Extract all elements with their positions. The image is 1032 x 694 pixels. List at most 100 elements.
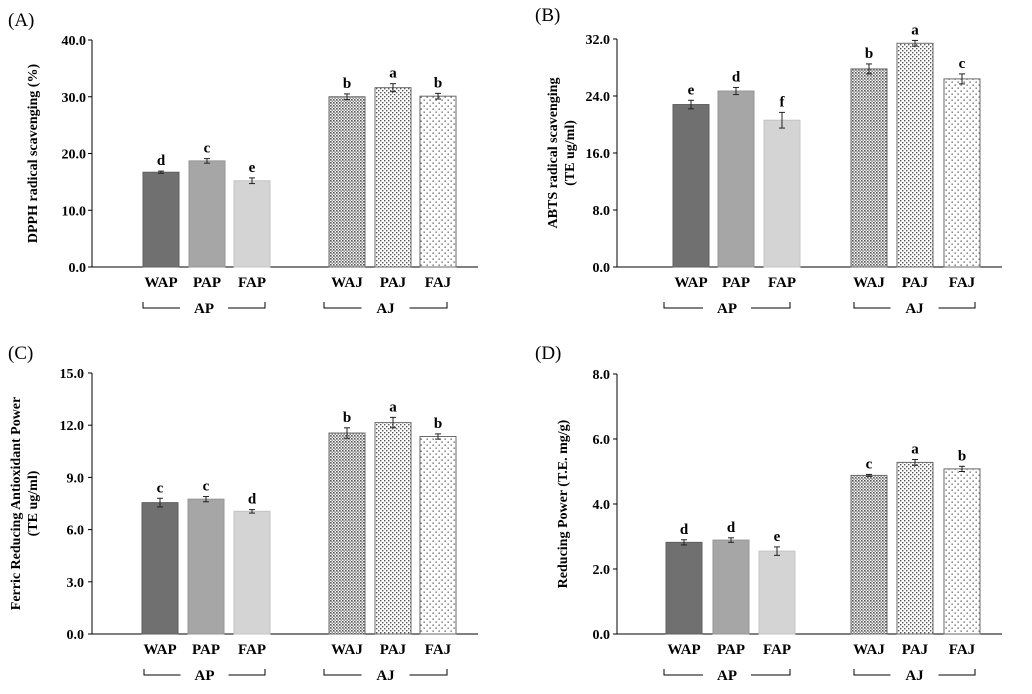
chart-panel: (D) Reducing Power (T.E. mg/g) 0.0 2.0 4.0 6.… [535, 343, 1002, 684]
bar-paj [374, 87, 412, 268]
bar-waj [328, 96, 366, 268]
bar-faj [419, 436, 457, 635]
significance-letter: b [865, 46, 873, 62]
group-bracket [228, 669, 266, 676]
significance-letter: c [204, 141, 211, 157]
category-label: PAJ [380, 275, 407, 291]
category-label: FAP [763, 642, 791, 658]
group-bracket [409, 302, 448, 309]
group-bracket [409, 669, 448, 676]
y-tick-label: 8.0 [593, 368, 611, 383]
category-label: WAJ [853, 275, 885, 291]
category-label: WAP [143, 642, 176, 658]
significance-letter: c [203, 479, 210, 495]
significance-letter: e [249, 160, 256, 176]
significance-letter: d [248, 492, 257, 508]
bar-faj [943, 468, 981, 635]
panel-label: (C) [8, 343, 33, 364]
bar-faj [943, 78, 981, 268]
significance-letter: c [959, 56, 966, 72]
bar-pap [717, 90, 755, 268]
group-bracket [663, 302, 703, 309]
group-label: AP [717, 668, 737, 684]
y-tick-label: 15.0 [60, 367, 85, 382]
y-tick-label: 16.0 [586, 147, 611, 162]
group-bracket [323, 302, 362, 309]
y-tick-label: 0.0 [593, 261, 611, 276]
category-label: FAJ [425, 275, 452, 291]
category-label: FAP [768, 275, 796, 291]
significance-letter: a [389, 399, 397, 415]
bar-pap [712, 539, 750, 635]
category-label: PAP [193, 275, 221, 291]
group-bracket [751, 669, 791, 676]
category-label: PAJ [380, 642, 407, 658]
significance-letter: b [434, 75, 442, 91]
y-tick-label: 24.0 [586, 90, 611, 105]
chart-panel: (B) ABTS radical scavenging (TE ug/ml) 0.0 8… [535, 5, 1002, 317]
y-axis-title-line: ABTS radical scavenging [546, 78, 561, 229]
chart-panel: (C) Ferric Reducing Antioxidant Power (TE … [8, 343, 478, 684]
bar-faj [419, 95, 457, 268]
chart-panel: (A) DPPH radical scavenging (%) 0.0 10.0 20.… [8, 10, 478, 317]
group-label: AJ [905, 301, 924, 317]
bar-waj [850, 474, 888, 635]
y-tick-label: 0.0 [593, 628, 611, 643]
category-label: WAJ [853, 642, 885, 658]
bar-paj [374, 422, 412, 635]
group-label: AJ [376, 301, 395, 317]
y-axis-title-line: Ferric Reducing Antioxidant Power [9, 397, 24, 610]
significance-letter: b [958, 448, 966, 464]
bar-wap [665, 541, 703, 635]
y-tick-label: 6.0 [67, 524, 85, 539]
y-tick-label: 32.0 [586, 33, 611, 48]
significance-letter: d [727, 520, 736, 536]
y-tick-label: 3.0 [67, 576, 85, 591]
panel-label: (D) [535, 343, 561, 364]
y-tick-label: 10.0 [62, 204, 87, 219]
significance-letter: d [157, 153, 166, 169]
significance-letter: d [680, 522, 689, 538]
significance-letter: b [343, 410, 351, 426]
significance-letter: e [774, 529, 781, 545]
group-label: AP [194, 301, 214, 317]
y-tick-label: 30.0 [62, 91, 87, 106]
bar-waj [328, 432, 366, 635]
category-label: WAP [667, 642, 700, 658]
significance-letter: c [157, 480, 164, 496]
significance-letter: b [434, 416, 442, 432]
y-axis-title: Ferric Reducing Antioxidant Power (TE ug/… [9, 397, 41, 610]
category-label: FAJ [949, 642, 976, 658]
bar-paj [896, 42, 934, 268]
significance-letter: f [780, 94, 786, 110]
y-axis-title: Reducing Power (T.E. mg/g) [556, 419, 571, 588]
group-bracket [938, 302, 976, 309]
bar-pap [187, 498, 225, 635]
y-axis-title: DPPH radical scavenging (%) [26, 64, 41, 244]
y-axis-title-line: DPPH radical scavenging (%) [26, 64, 41, 244]
group-label: AJ [905, 668, 924, 684]
group-label: AJ [376, 668, 395, 684]
bar-paj [896, 461, 934, 635]
y-tick-label: 20.0 [62, 148, 87, 163]
y-axis-title: ABTS radical scavenging (TE ug/ml) [546, 78, 578, 229]
category-label: PAJ [902, 642, 929, 658]
category-label: WAP [144, 275, 177, 291]
group-bracket [938, 669, 976, 676]
y-tick-label: 2.0 [593, 563, 611, 578]
group-bracket [853, 669, 891, 676]
panel-label: (B) [535, 5, 560, 26]
category-label: FAJ [949, 275, 976, 291]
group-bracket [663, 669, 703, 676]
bar-wap [142, 171, 180, 268]
significance-letter: e [688, 82, 695, 98]
group-bracket [143, 669, 181, 676]
category-label: WAJ [331, 275, 363, 291]
bar-fap [233, 510, 271, 635]
bar-fap [233, 180, 271, 268]
y-tick-label: 6.0 [593, 433, 611, 448]
category-label: WAP [674, 275, 707, 291]
bar-fap [758, 550, 796, 635]
category-label: WAJ [331, 642, 363, 658]
